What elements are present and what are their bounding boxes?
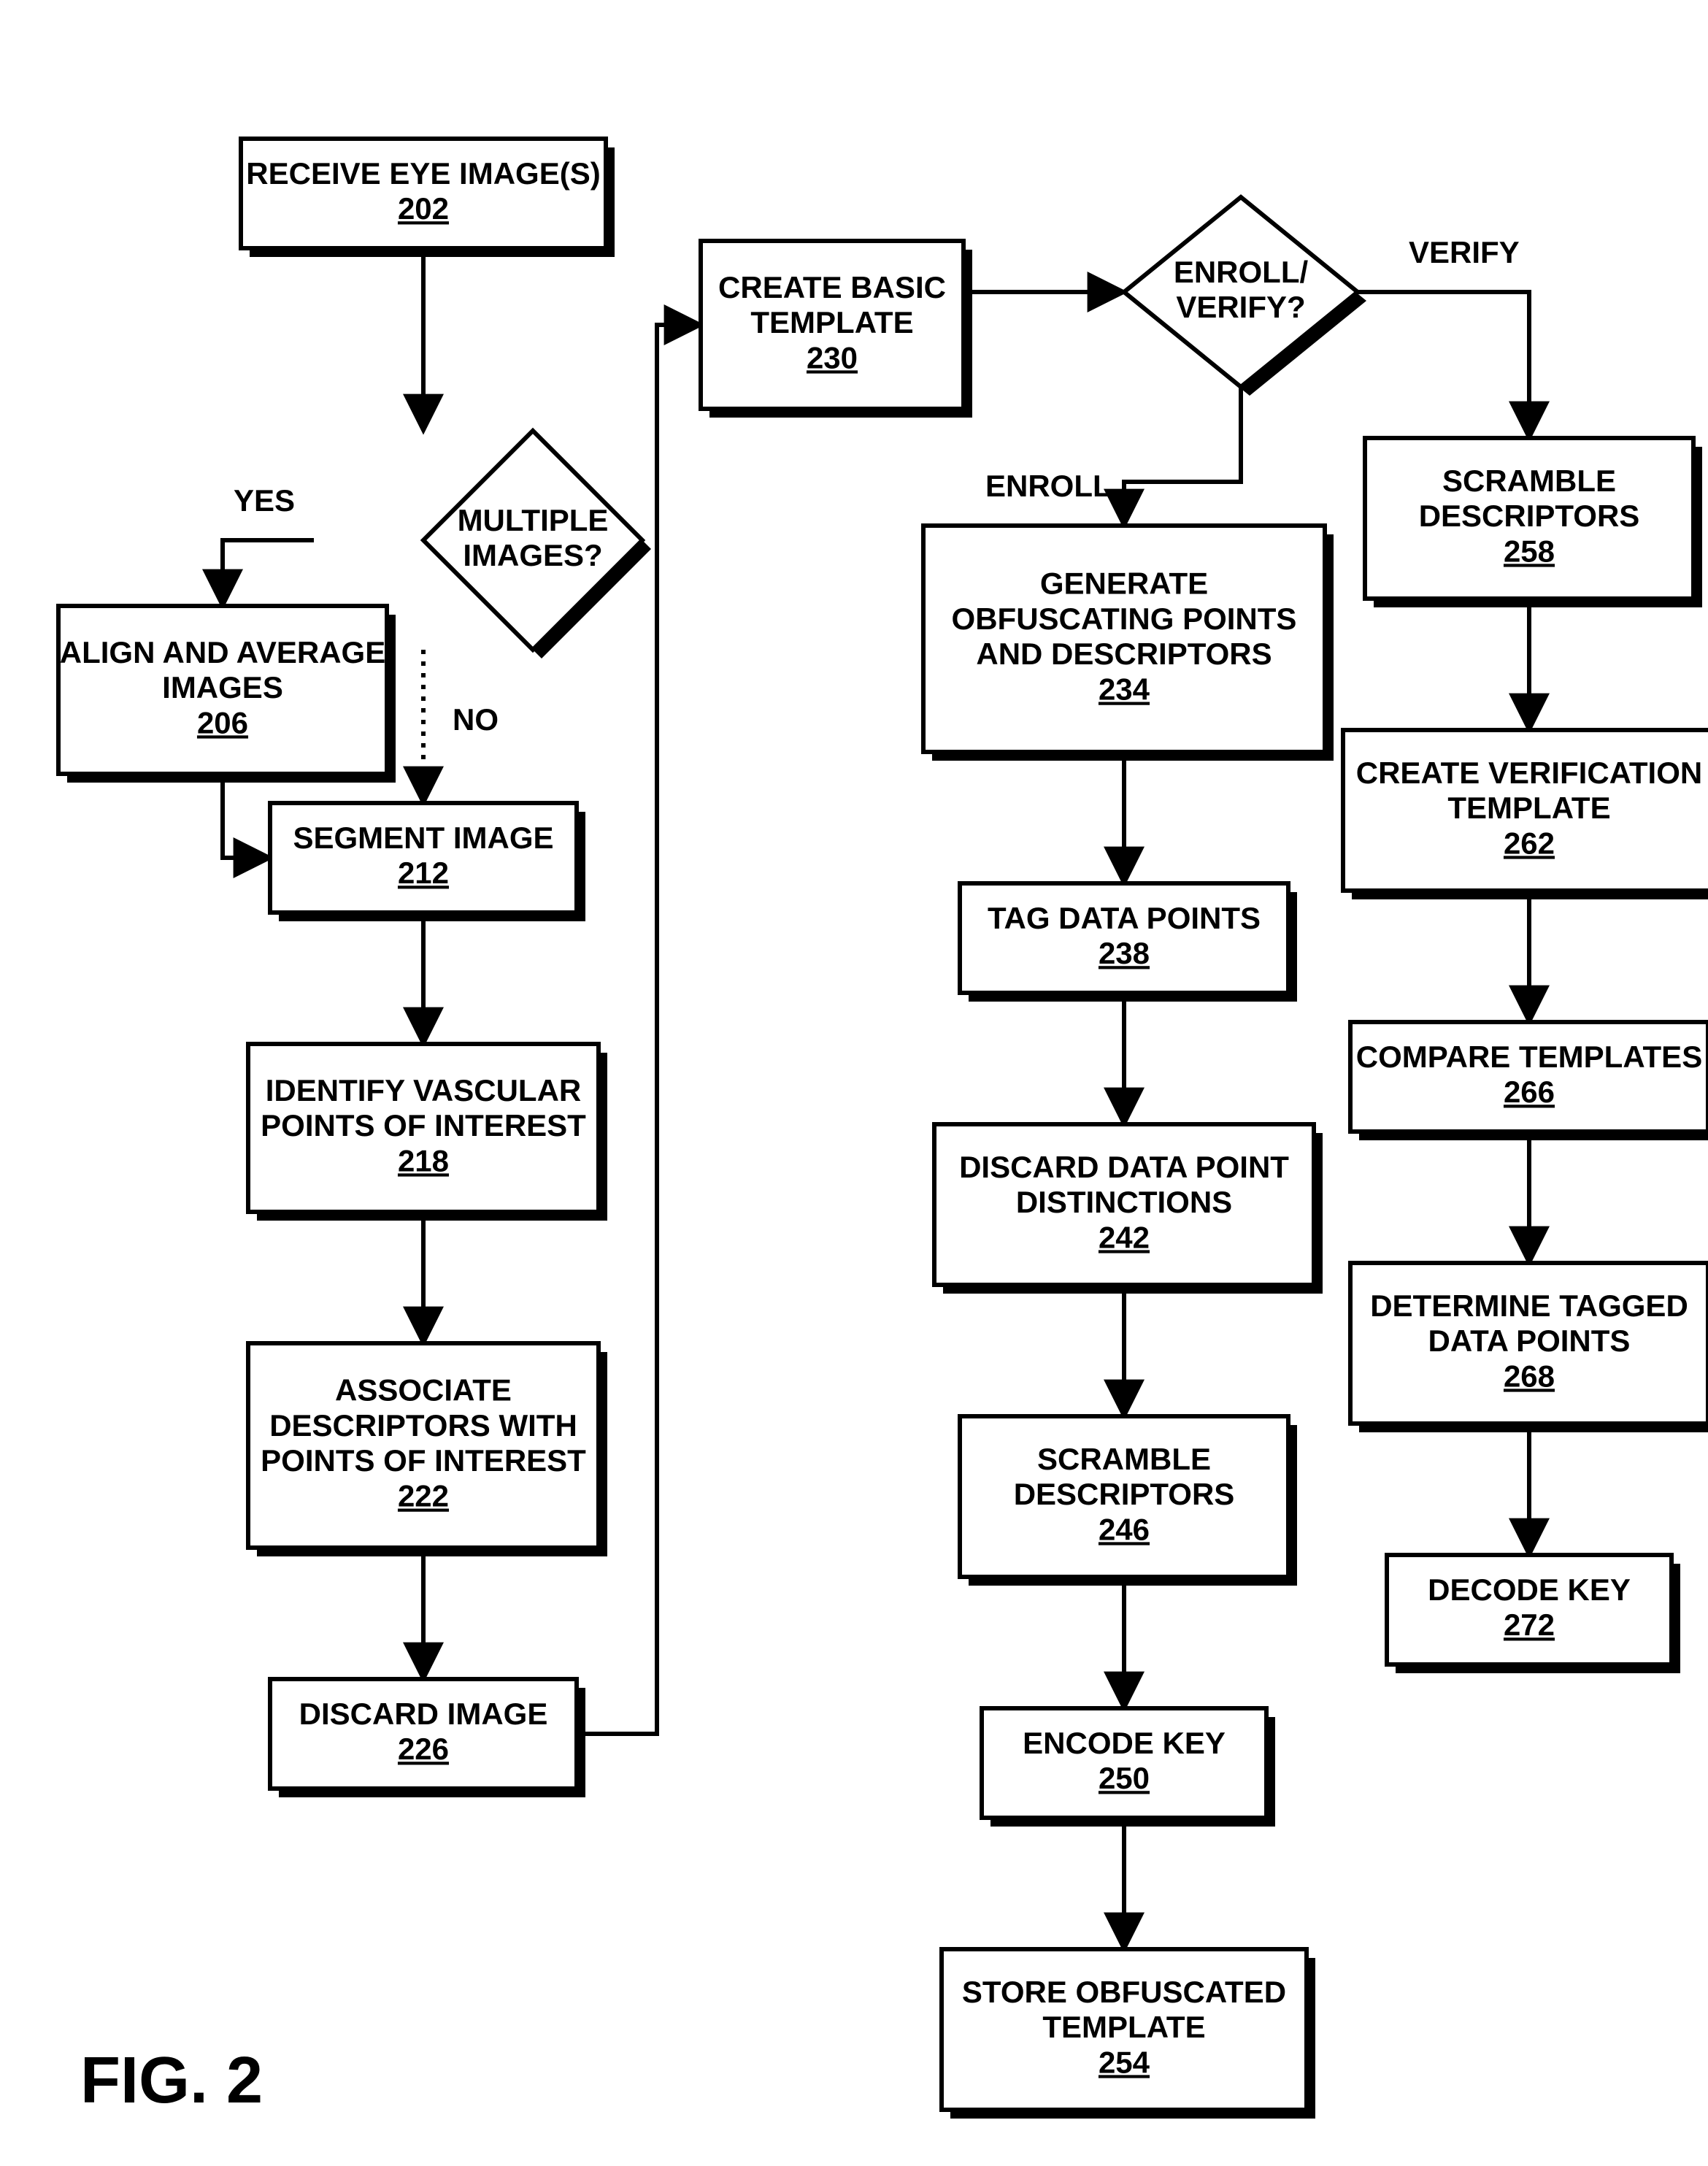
node-n218: IDENTIFY VASCULARPOINTS OF INTEREST218 — [248, 1044, 607, 1221]
edge — [1124, 387, 1241, 526]
node-label: SCRAMBLE — [1037, 1442, 1211, 1476]
node-ref-number: 218 — [398, 1143, 449, 1178]
node-ref-number: 212 — [398, 856, 449, 890]
node-n242: DISCARD DATA POINTDISTINCTIONS242 — [934, 1124, 1323, 1294]
node-ref-number: 272 — [1504, 1608, 1555, 1642]
node-label: OBFUSCATING POINTS — [952, 602, 1297, 636]
node-label: COMPARE TEMPLATES — [1356, 1040, 1702, 1074]
node-ref-number: 226 — [398, 1732, 449, 1766]
node-label: DATA POINTS — [1428, 1324, 1631, 1358]
node-n206: ALIGN AND AVERAGEIMAGES206 — [58, 606, 396, 783]
node-label: POINTS OF INTEREST — [261, 1443, 586, 1478]
node-ref-number: 246 — [1099, 1512, 1150, 1546]
node-ref-number: 258 — [1504, 534, 1555, 568]
node-label: TEMPLATE — [750, 305, 913, 339]
node-label: DESCRIPTORS WITH — [269, 1408, 577, 1443]
node-label: CREATE VERIFICATION — [1356, 756, 1702, 790]
node-n234: GENERATEOBFUSCATING POINTSAND DESCRIPTOR… — [923, 526, 1334, 761]
edge — [223, 540, 314, 606]
node-label: RECEIVE EYE IMAGE(S) — [246, 156, 600, 191]
node-ref-number: 238 — [1099, 936, 1150, 970]
node-n258: SCRAMBLEDESCRIPTORS258 — [1365, 438, 1702, 607]
node-ref-number: 206 — [197, 705, 248, 740]
node-ref-number: 234 — [1099, 672, 1150, 707]
node-ref-number: 242 — [1099, 1220, 1150, 1254]
node-n262: CREATE VERIFICATIONTEMPLATE262 — [1343, 730, 1708, 899]
node-label: MULTIPLE — [458, 503, 609, 537]
node-label: DESCRIPTORS — [1014, 1477, 1235, 1511]
node-n268: DETERMINE TAGGEDDATA POINTS268 — [1350, 1263, 1708, 1432]
node-label: IDENTIFY VASCULAR — [266, 1073, 581, 1107]
node-n230: CREATE BASICTEMPLATE230 — [701, 241, 972, 418]
node-label: TAG DATA POINTS — [988, 901, 1261, 935]
node-label: AND DESCRIPTORS — [976, 637, 1272, 671]
node-label: DISCARD DATA POINT — [959, 1150, 1289, 1184]
edge-label: ENROLL — [985, 469, 1112, 503]
node-ref-number: 254 — [1099, 2045, 1150, 2079]
node-n266: COMPARE TEMPLATES266 — [1350, 1022, 1708, 1140]
nodes-layer: RECEIVE EYE IMAGE(S)202MULTIPLEIMAGES?AL… — [58, 139, 1708, 2119]
node-n246: SCRAMBLEDESCRIPTORS246 — [960, 1416, 1297, 1586]
node-n250: ENCODE KEY250 — [982, 1708, 1275, 1827]
node-label: STORE OBFUSCATED — [962, 1975, 1286, 2009]
node-label: SEGMENT IMAGE — [293, 821, 553, 855]
node-ref-number: 202 — [398, 191, 449, 226]
node-ref-number: 230 — [807, 340, 858, 375]
node-ref-number: 266 — [1504, 1075, 1555, 1109]
node-n222: ASSOCIATEDESCRIPTORS WITHPOINTS OF INTER… — [248, 1343, 607, 1556]
node-label: ENCODE KEY — [1023, 1726, 1226, 1760]
node-label: DECODE KEY — [1428, 1572, 1631, 1607]
node-label: DISTINCTIONS — [1016, 1185, 1232, 1219]
node-label: TEMPLATE — [1042, 2010, 1205, 2044]
node-label: DISCARD IMAGE — [299, 1697, 548, 1731]
node-ref-number: 262 — [1504, 826, 1555, 860]
edge — [223, 774, 270, 858]
node-label: SCRAMBLE — [1442, 464, 1616, 498]
figure-label: FIG. 2 — [80, 2044, 263, 2117]
node-label: CREATE BASIC — [718, 270, 946, 304]
node-n202: RECEIVE EYE IMAGE(S)202 — [241, 139, 615, 257]
node-d_mult: MULTIPLEIMAGES? — [423, 431, 651, 658]
node-ref-number: 268 — [1504, 1359, 1555, 1393]
edge-label: VERIFY — [1409, 235, 1520, 269]
node-n254: STORE OBFUSCATEDTEMPLATE254 — [942, 1949, 1315, 2119]
node-n238: TAG DATA POINTS238 — [960, 883, 1297, 1002]
node-n212: SEGMENT IMAGE212 — [270, 803, 585, 921]
node-label: POINTS OF INTEREST — [261, 1108, 586, 1142]
node-n226: DISCARD IMAGE226 — [270, 1679, 585, 1797]
node-label: TEMPLATE — [1447, 791, 1610, 825]
node-label: GENERATE — [1040, 567, 1208, 601]
edge — [1358, 292, 1529, 438]
edge-label: NO — [453, 702, 499, 737]
node-label: ENROLL/ — [1174, 255, 1309, 289]
node-label: DETERMINE TAGGED — [1370, 1289, 1688, 1323]
node-label: IMAGES — [162, 670, 283, 704]
node-label: ALIGN AND AVERAGE — [60, 635, 385, 669]
flowchart-canvas: YES NO ENROLL VERIFY RECEIVE EYE IMAGE(S)202… — [0, 0, 1708, 2166]
node-d_ev: ENROLL/VERIFY? — [1124, 197, 1366, 396]
node-label: VERIFY? — [1176, 290, 1305, 324]
edge-label: YES — [234, 483, 295, 518]
node-ref-number: 222 — [398, 1479, 449, 1513]
node-label: ASSOCIATE — [335, 1373, 512, 1407]
node-label: IMAGES? — [463, 538, 602, 572]
node-ref-number: 250 — [1099, 1761, 1150, 1795]
node-n272: DECODE KEY272 — [1387, 1555, 1680, 1673]
node-label: DESCRIPTORS — [1419, 499, 1640, 533]
